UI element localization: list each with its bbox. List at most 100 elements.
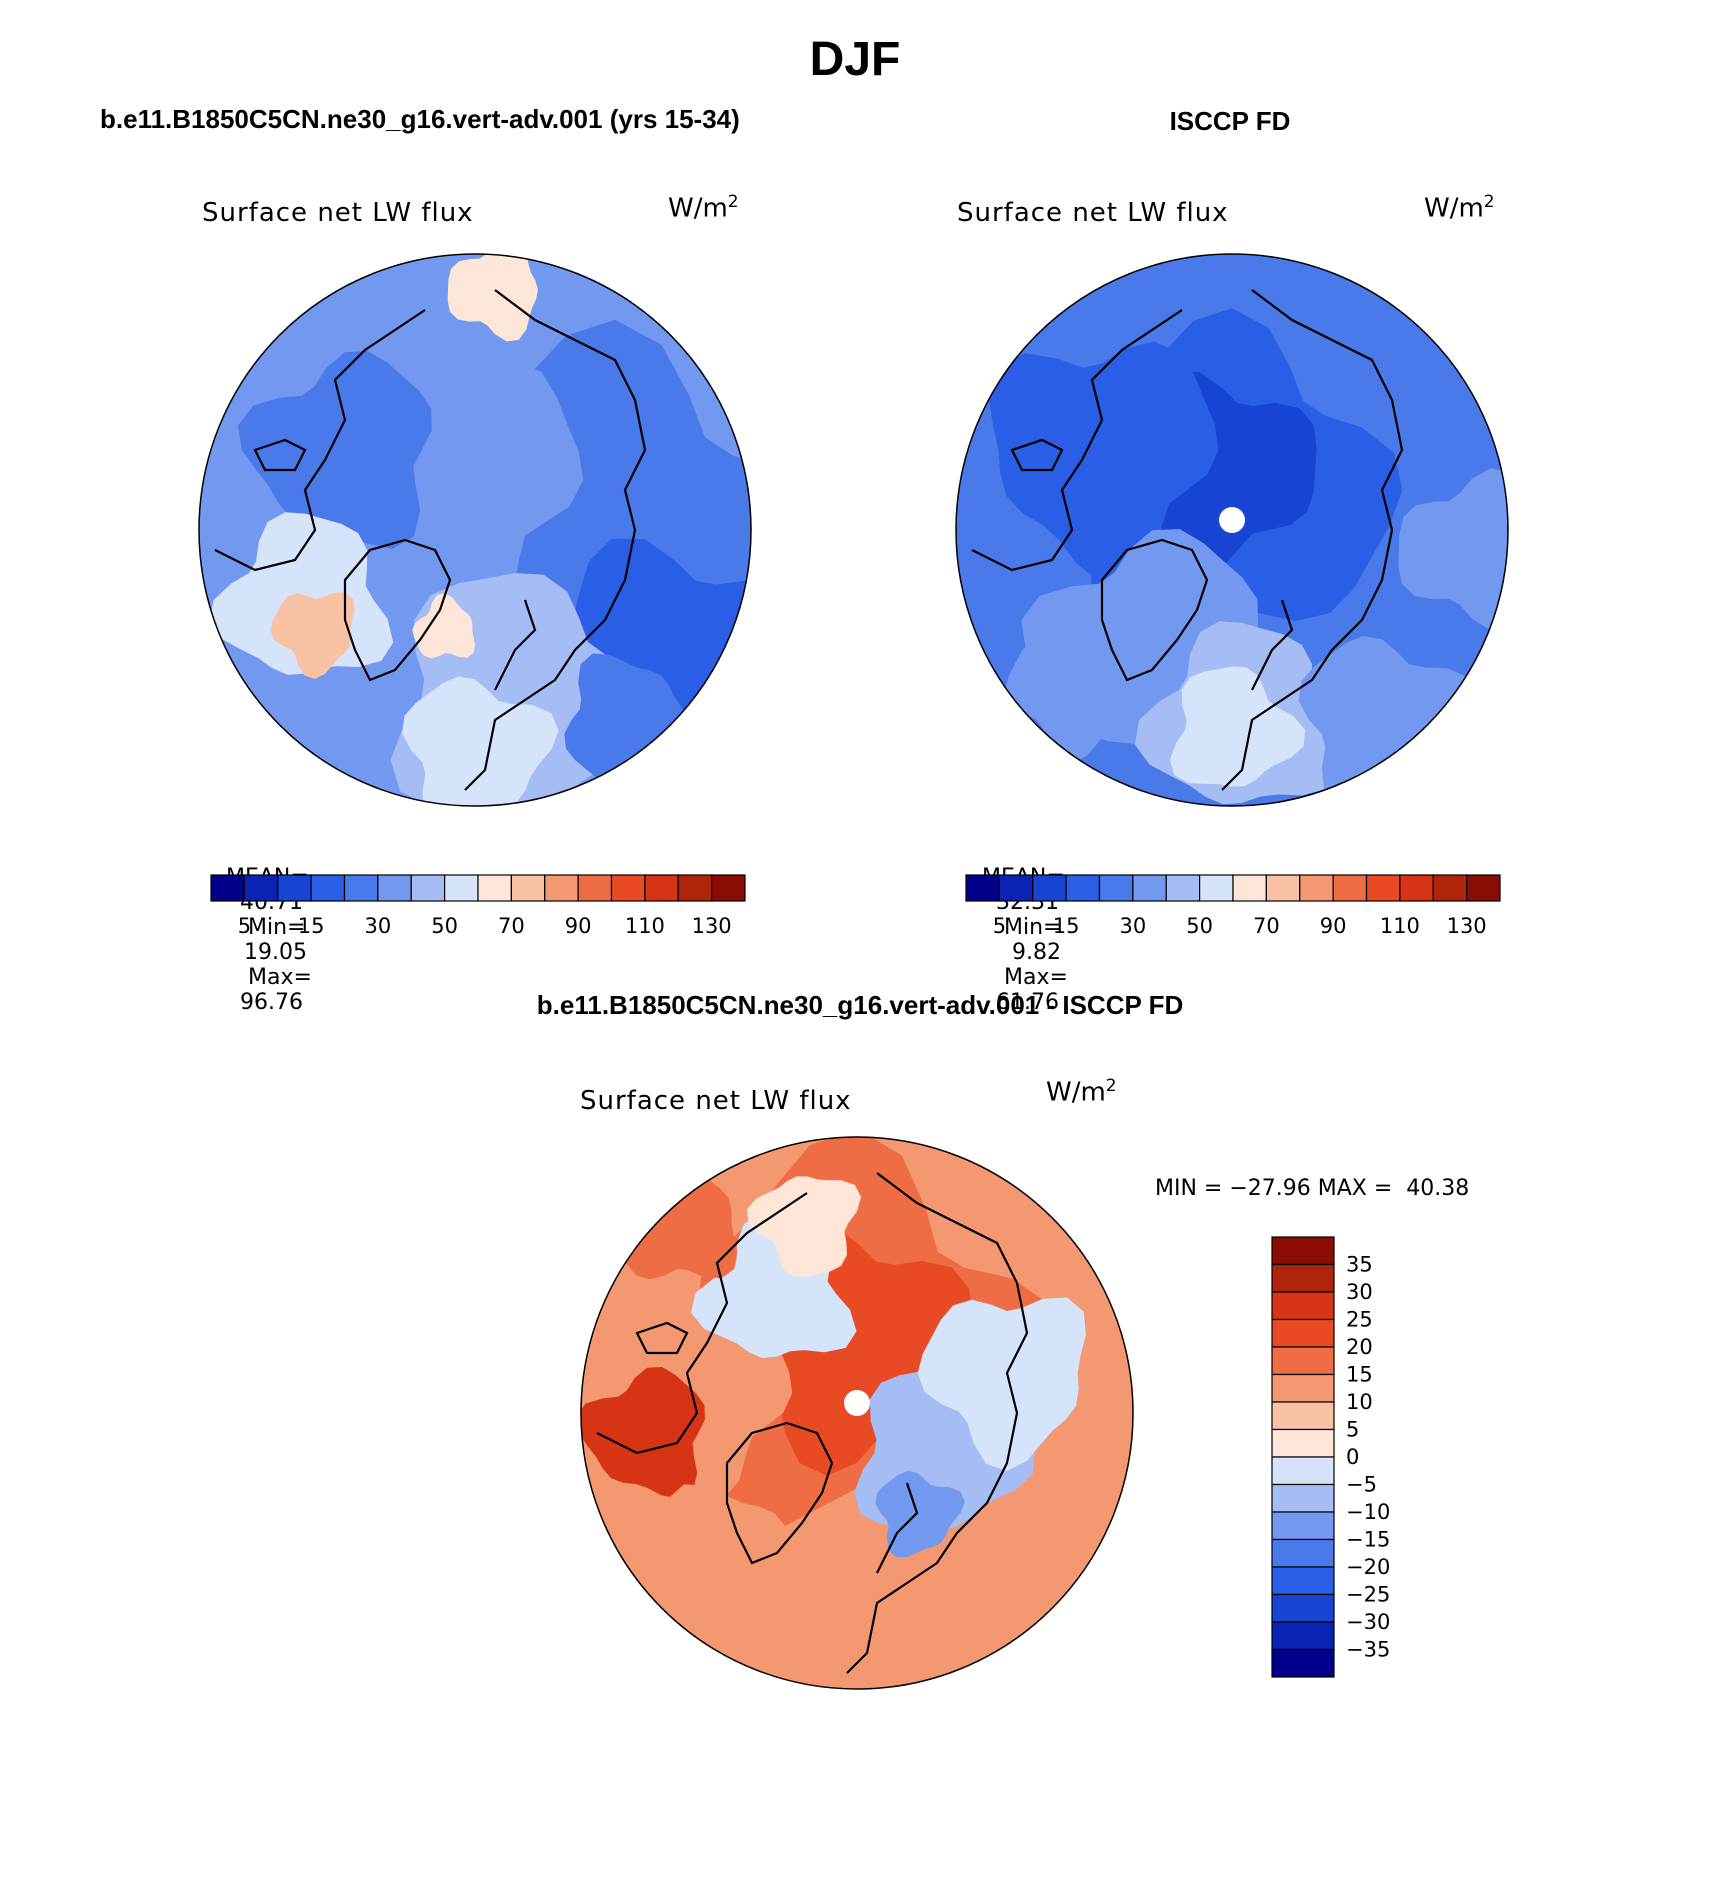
panel-obs-variable: Surface net LW flux — [957, 198, 1229, 228]
colorbar-box — [998, 874, 1034, 902]
units-text: W/m — [668, 193, 728, 224]
contour-region — [1005, 633, 1132, 764]
coastline — [971, 309, 1183, 572]
panel-obs-stats: MEAN= 32.31 Min= 9.82 Max= 61.76 — [968, 840, 1068, 1015]
contour-region — [1169, 666, 1306, 787]
map-boundary — [580, 1136, 1134, 1690]
colorbar-tick-label: 30 — [1120, 914, 1147, 938]
colorbar-box — [1271, 1428, 1335, 1458]
map-boundary — [955, 253, 1509, 807]
colorbar-tick-label: 110 — [1380, 914, 1420, 938]
colorbar-box — [1265, 874, 1301, 902]
colorbar-tick-label: −30 — [1346, 1610, 1390, 1634]
contour-region — [875, 1471, 965, 1558]
colorbar-tick-label: 90 — [565, 914, 592, 938]
colorbar-tick-label: 130 — [1447, 914, 1487, 938]
colorbar-box — [310, 874, 346, 902]
colorbar-box — [1271, 1538, 1335, 1568]
colorbar-box — [1271, 1318, 1335, 1348]
contour-region — [611, 1149, 738, 1280]
coastline — [1221, 289, 1404, 791]
colorbar-box — [1165, 874, 1201, 902]
colorbar-box — [1271, 1456, 1335, 1486]
contour-region — [646, 1484, 823, 1660]
colorbar-tick-label: −5 — [1346, 1473, 1377, 1497]
colorbar-box — [510, 874, 546, 902]
colorbar-tick-label: −10 — [1346, 1500, 1390, 1524]
pole-mask — [1219, 507, 1245, 533]
panel-diff-variable: Surface net LW flux — [580, 1086, 852, 1116]
contour-region — [270, 592, 355, 679]
colorbar-box — [1332, 874, 1368, 902]
contour-region — [238, 351, 432, 549]
colorbar-tick-label: 5 — [1346, 1418, 1359, 1442]
colorbar-tick-label: 30 — [365, 914, 392, 938]
panel-model-variable: Surface net LW flux — [202, 198, 474, 228]
map-diff — [580, 1136, 1134, 1690]
colorbar-box — [965, 874, 1000, 902]
panel-model-heading: b.e11.B1850C5CN.ne30_g16.vert-adv.001 (y… — [100, 104, 740, 134]
colorbar-obs: 5 15 30 50 70 90 110 130 — [965, 874, 1501, 938]
coastline — [1010, 438, 1064, 472]
map-model — [198, 253, 752, 807]
colorbar-box — [1271, 1648, 1335, 1678]
colorbar-box — [1365, 874, 1401, 902]
colorbar-box — [1271, 1346, 1335, 1376]
colorbar-box — [1271, 1236, 1335, 1266]
max-value: 96.76 — [240, 990, 303, 1015]
colorbar-box — [444, 874, 479, 902]
colorbar-tick-label: 70 — [498, 914, 525, 938]
coastline — [725, 1421, 834, 1565]
colorbar-tick-label: 0 — [1346, 1445, 1359, 1469]
colorbar-tick-label: 110 — [625, 914, 665, 938]
units-superscript: 2 — [1483, 192, 1495, 212]
panel-model-units: W/m2 — [668, 192, 739, 224]
pole-mask — [844, 1390, 870, 1416]
colorbar-box — [1271, 1373, 1335, 1403]
colorbar-box — [1432, 874, 1468, 902]
coastline — [876, 1482, 919, 1574]
colorbar-box — [1271, 1483, 1335, 1513]
panel-obs-heading: ISCCP FD — [1169, 106, 1291, 136]
units-superscript: 2 — [727, 192, 739, 212]
panel-diff-heading: b.e11.B1850C5CN.ne30_g16.vert-adv.001 - … — [536, 990, 1184, 1020]
colorbar-tick-label: 30 — [1346, 1280, 1373, 1304]
colorbar-tick-label: 50 — [1186, 914, 1213, 938]
coastline — [464, 289, 647, 791]
coastline — [846, 1172, 1029, 1674]
units-text: W/m — [1424, 193, 1484, 224]
colorbar-box — [1098, 874, 1134, 902]
colorbar-tick-label: 25 — [1346, 1308, 1373, 1332]
colorbar-box — [1466, 874, 1501, 902]
colorbar-tick-label: 5 — [993, 914, 1006, 938]
colorbar-box — [477, 874, 512, 902]
colorbar-box — [1299, 874, 1334, 902]
page-title: DJF — [809, 33, 901, 86]
coastline — [1251, 599, 1294, 691]
coastline — [343, 538, 452, 682]
colorbar-box — [677, 874, 713, 902]
min-label: Min= — [1004, 915, 1062, 940]
colorbar-tick-label: 20 — [1346, 1335, 1373, 1359]
colorbar-tick-label: −35 — [1346, 1638, 1390, 1662]
coastline — [596, 1192, 808, 1455]
colorbar-box — [1271, 1263, 1335, 1293]
colorbar-box — [711, 874, 746, 902]
colorbar-box — [610, 874, 646, 902]
max-label: Max= — [1004, 965, 1068, 990]
contour-region — [917, 1297, 1086, 1471]
colorbar-box — [1399, 874, 1434, 902]
colorbar-tick-label: −20 — [1346, 1555, 1390, 1579]
colorbar-box — [544, 874, 579, 902]
coastline — [214, 309, 426, 572]
contour-region — [988, 341, 1219, 584]
contour-region — [802, 1567, 961, 1689]
max-label: Max= — [248, 965, 312, 990]
colorbar-tick-label: 90 — [1320, 914, 1347, 938]
colorbar-box — [1065, 874, 1101, 902]
colorbar-diff: 35 30 25 20 15 10 5 0 −5 −10 −15 −20 −25 −30 −35 — [1271, 1236, 1390, 1678]
colorbar-box — [1132, 874, 1167, 902]
colorbar-tick-label: 5 — [238, 914, 251, 938]
colorbar-model: 5 15 30 50 70 90 110 130 — [210, 874, 746, 938]
colorbar-tick-label: 70 — [1253, 914, 1280, 938]
